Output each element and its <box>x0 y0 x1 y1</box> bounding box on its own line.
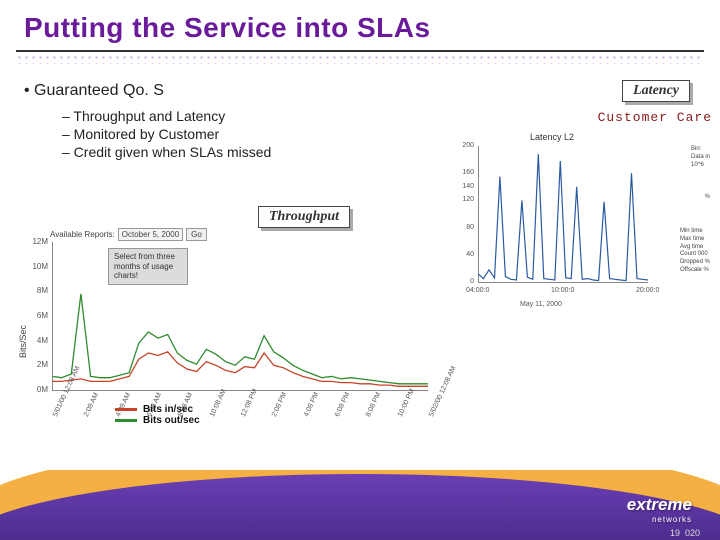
legend-label-out: Bits out/sec <box>143 415 200 426</box>
latency-plot <box>478 146 648 282</box>
report-selector: Available Reports: October 5, 2000 Go <box>50 228 207 241</box>
brand-name: extreme <box>627 495 692 514</box>
throughput-tag: Throughput <box>258 206 350 228</box>
latency-x-axis <box>478 282 648 283</box>
brand-logo: extreme networks <box>627 495 692 524</box>
legend-label-in: Bits in/sec <box>143 404 193 415</box>
latency-x-caption: May 11, 2000 <box>520 301 562 308</box>
latency-chart-title: Latency L2 <box>530 132 574 142</box>
title-dots <box>16 54 704 64</box>
legend-swatch-out <box>115 419 137 422</box>
slide-title: Putting the Service into SLAs <box>0 0 720 50</box>
latency-legend-low: Min time Max time Avg time Count 000 Dro… <box>680 228 710 275</box>
page-number: 19 020 <box>670 528 700 538</box>
throughput-chart: Available Reports: October 5, 2000 Go Se… <box>8 228 438 428</box>
legend-in: Bits in/sec <box>115 404 200 415</box>
throughput-x-axis <box>52 390 428 391</box>
customer-care-label: Customer Care <box>598 110 712 125</box>
latency-legend-top: Bin: Data in 10^6 <box>691 146 710 169</box>
title-rule <box>16 50 704 52</box>
legend-swatch-in <box>115 408 137 411</box>
content-area: • Guaranteed Qo. S – Throughput and Late… <box>0 72 720 160</box>
latency-legend-mid: % <box>705 194 710 202</box>
throughput-plot <box>52 242 428 390</box>
brand-sub: networks <box>627 515 692 524</box>
throughput-legend: Bits in/sec Bits out/sec <box>115 404 200 426</box>
go-button[interactable]: Go <box>186 228 207 241</box>
available-reports-label: Available Reports: <box>50 230 115 239</box>
date-select[interactable]: October 5, 2000 <box>118 228 183 241</box>
latency-tag: Latency <box>622 80 690 102</box>
bullet-main: • Guaranteed Qo. S <box>24 82 696 100</box>
latency-chart: Latency L2 04080120140160200 04:00:010:0… <box>450 132 710 322</box>
bullet-sub-1: – Throughput and Latency <box>24 108 696 124</box>
footer: extreme networks 19 020 <box>0 470 720 540</box>
legend-out: Bits out/sec <box>115 415 200 426</box>
